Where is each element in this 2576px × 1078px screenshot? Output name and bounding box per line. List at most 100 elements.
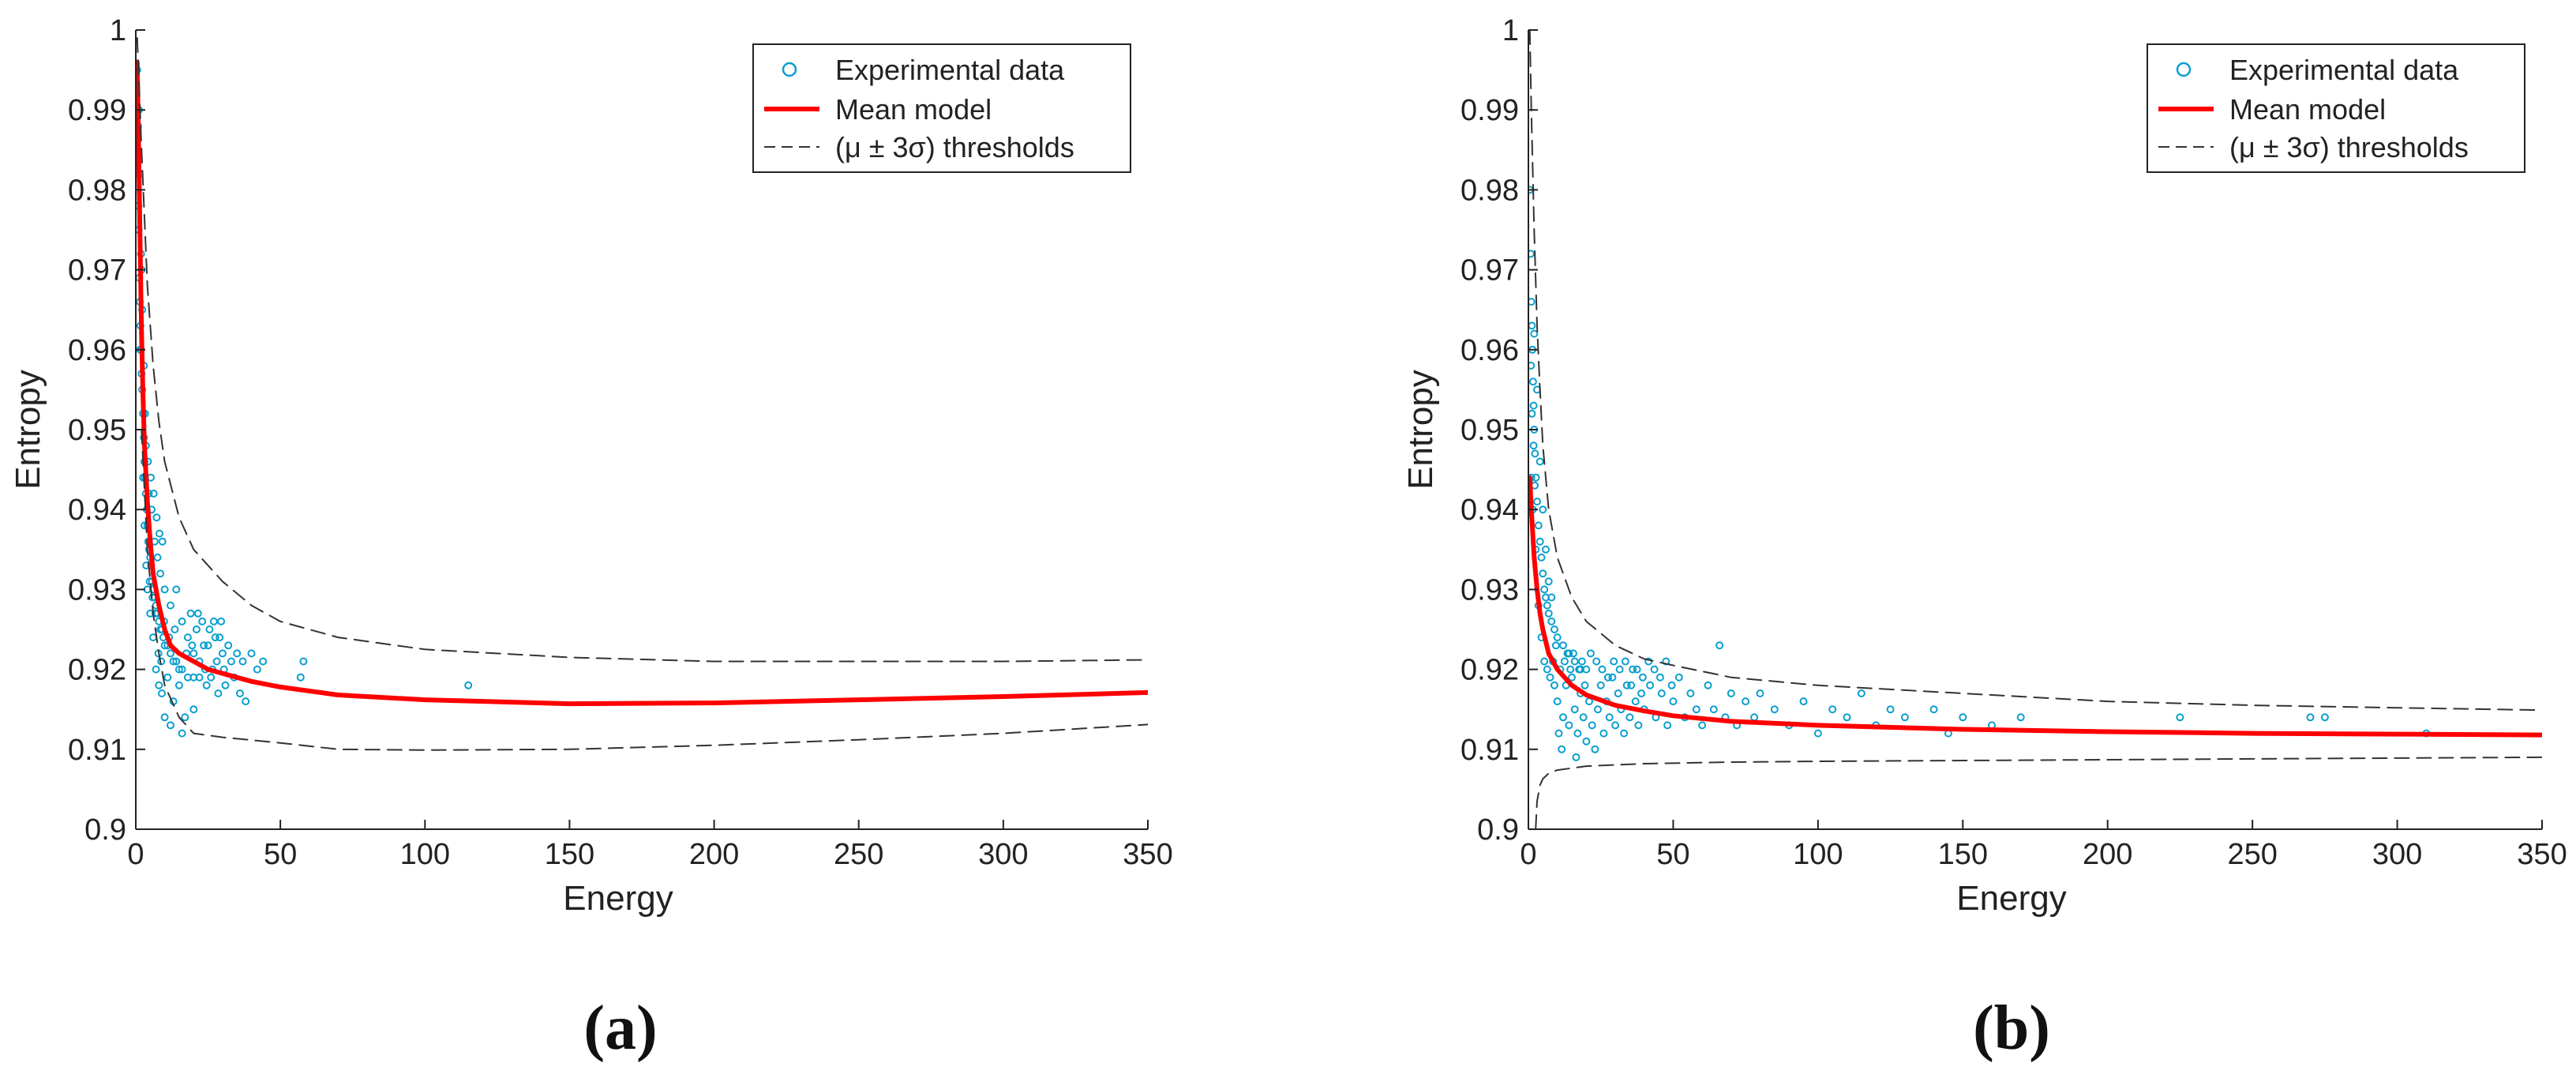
data-point bbox=[171, 625, 179, 633]
data-point bbox=[1813, 729, 1822, 738]
y-tick-label: 0.95 bbox=[1460, 414, 1519, 447]
data-point bbox=[1530, 329, 1539, 338]
data-point bbox=[152, 513, 161, 522]
x-axis-label-a: Energy bbox=[563, 879, 673, 918]
data-point bbox=[217, 617, 226, 625]
data-point bbox=[1843, 713, 1851, 722]
x-tick-label: 0 bbox=[127, 838, 144, 871]
threshold-line-a-3 bbox=[141, 429, 1148, 751]
data-point bbox=[1599, 729, 1608, 738]
y-tick-label: 0.96 bbox=[1460, 334, 1519, 367]
data-point bbox=[1857, 689, 1865, 697]
data-point bbox=[1566, 665, 1575, 674]
data-point bbox=[211, 633, 219, 642]
data-point bbox=[1686, 689, 1695, 697]
data-point bbox=[1828, 705, 1837, 714]
data-point bbox=[1579, 713, 1588, 722]
data-point bbox=[1594, 705, 1602, 714]
y-tick-label: 0.9 bbox=[84, 813, 126, 847]
data-point bbox=[1614, 689, 1622, 697]
data-point bbox=[221, 681, 230, 689]
data-point bbox=[1580, 681, 1589, 689]
data-point bbox=[1667, 681, 1676, 689]
data-point bbox=[152, 665, 160, 674]
data-point bbox=[1663, 721, 1672, 730]
data-point bbox=[205, 625, 214, 633]
data-point bbox=[167, 649, 174, 658]
data-point bbox=[214, 689, 223, 697]
data-point bbox=[189, 649, 198, 658]
data-point bbox=[1533, 498, 1541, 506]
mean-model-line-a bbox=[136, 59, 1148, 707]
data-point bbox=[198, 617, 207, 625]
data-point bbox=[163, 673, 172, 682]
data-point bbox=[1625, 713, 1634, 722]
data-point bbox=[1770, 705, 1779, 714]
legend-b-experimental-label: Experimental data bbox=[2229, 54, 2459, 86]
data-point bbox=[1546, 673, 1554, 682]
x-tick-label: 350 bbox=[1123, 838, 1172, 871]
threshold-line-b-2 bbox=[1528, 30, 2542, 712]
data-point bbox=[1637, 689, 1646, 697]
data-point bbox=[1610, 657, 1618, 666]
data-point bbox=[209, 617, 218, 625]
data-point bbox=[172, 657, 181, 666]
data-point bbox=[212, 657, 221, 666]
x-tick-label: 200 bbox=[689, 838, 739, 871]
data-point bbox=[1569, 649, 1577, 658]
data-point bbox=[160, 641, 169, 650]
data-point bbox=[1547, 617, 1556, 625]
data-point bbox=[178, 617, 186, 625]
x-tick-label: 350 bbox=[2517, 838, 2567, 871]
data-point bbox=[1551, 641, 1560, 650]
data-point bbox=[1631, 697, 1640, 706]
data-point bbox=[1575, 665, 1584, 674]
data-point bbox=[1529, 441, 1538, 450]
data-point bbox=[1674, 673, 1683, 682]
legend-a: Experimental data Mean model (μ ± 3σ) th… bbox=[752, 43, 1131, 173]
data-point bbox=[178, 729, 186, 738]
legend-a-experimental-label: Experimental data bbox=[835, 54, 1065, 86]
data-point bbox=[259, 657, 268, 666]
data-point bbox=[149, 490, 158, 498]
data-point bbox=[174, 665, 183, 674]
data-point bbox=[1529, 401, 1538, 410]
data-point bbox=[1650, 665, 1659, 674]
data-point bbox=[1547, 593, 1556, 602]
data-point bbox=[1543, 601, 1551, 610]
data-point bbox=[1540, 657, 1549, 666]
y-tick-label: 0.92 bbox=[68, 654, 126, 687]
data-point bbox=[1627, 681, 1636, 689]
x-tick-label: 250 bbox=[834, 838, 883, 871]
data-point bbox=[153, 553, 162, 562]
x-tick-label: 300 bbox=[978, 838, 1028, 871]
data-point bbox=[1565, 721, 1573, 730]
data-point bbox=[1742, 697, 1750, 706]
data-point bbox=[156, 569, 165, 578]
y-tick-label: 0.98 bbox=[68, 174, 126, 207]
y-axis-label-b: Entropy bbox=[1401, 370, 1440, 490]
data-point bbox=[1615, 665, 1624, 674]
data-point bbox=[1698, 721, 1707, 730]
data-point bbox=[1605, 713, 1614, 722]
data-point bbox=[178, 665, 186, 674]
data-point bbox=[1646, 681, 1655, 689]
data-point bbox=[218, 649, 227, 658]
data-point bbox=[1638, 673, 1647, 682]
y-tick-label: 0.99 bbox=[68, 94, 126, 127]
plot-area-a bbox=[136, 37, 1148, 751]
data-point bbox=[1537, 553, 1546, 562]
x-tick-label: 200 bbox=[2083, 838, 2132, 871]
data-point bbox=[204, 641, 212, 650]
data-point bbox=[233, 649, 242, 658]
data-point bbox=[1633, 665, 1641, 674]
x-tick-label: 50 bbox=[1656, 838, 1689, 871]
y-tick-label: 0.91 bbox=[1460, 734, 1519, 767]
legend-b: Experimental data Mean model (μ ± 3σ) th… bbox=[2147, 43, 2525, 173]
y-tick-label: 0.94 bbox=[68, 494, 126, 527]
x-tick-label: 100 bbox=[1793, 838, 1843, 871]
data-point bbox=[247, 649, 256, 658]
data-point bbox=[1669, 697, 1678, 706]
panel-label-a: (a) bbox=[583, 993, 657, 1063]
data-point bbox=[1572, 753, 1580, 761]
